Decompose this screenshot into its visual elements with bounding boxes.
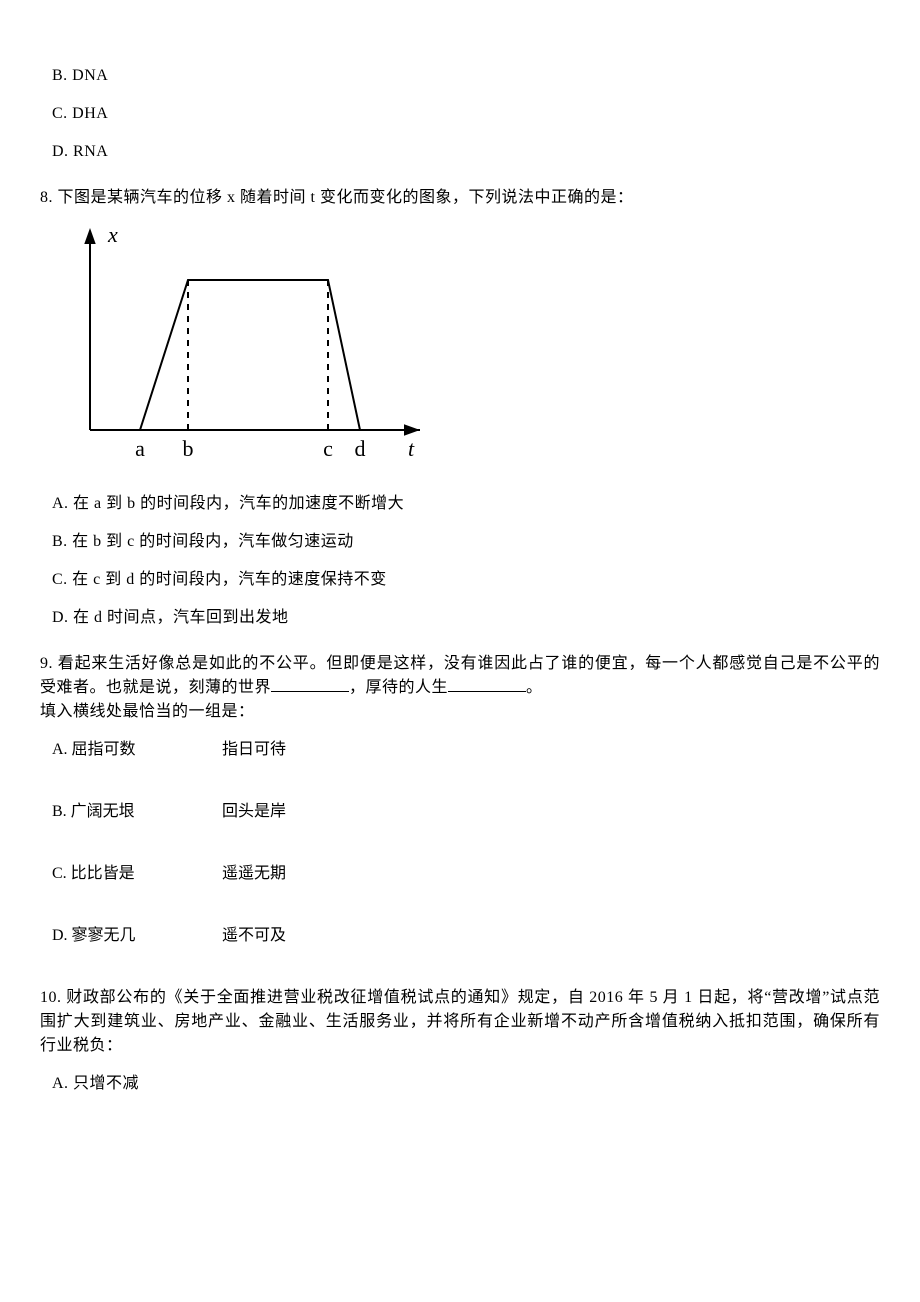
q9-option-c[interactable]: C. 比比皆是 遥遥无期 xyxy=(52,862,880,886)
option-col2: 回头是岸 xyxy=(222,800,286,824)
option-col1: B. 广阔无垠 xyxy=(52,800,222,824)
q7-option-d[interactable]: D. RNA xyxy=(52,140,880,164)
q9-stem-mid: ，厚待的人生 xyxy=(349,679,448,696)
q7-option-c[interactable]: C. DHA xyxy=(52,102,880,126)
blank-2 xyxy=(448,676,526,692)
option-label: C. DHA xyxy=(52,105,108,122)
q8-option-c[interactable]: C. 在 c 到 d 的时间段内，汽车的速度保持不变 xyxy=(52,568,880,592)
option-label: C. 在 c 到 d 的时间段内，汽车的速度保持不变 xyxy=(52,571,387,588)
option-label: B. DNA xyxy=(52,67,108,84)
blank-1 xyxy=(271,676,349,692)
svg-text:x: x xyxy=(107,222,118,247)
q8: 8. 下图是某辆汽车的位移 x 随着时间 t 变化而变化的图象，下列说法中正确的… xyxy=(40,186,880,210)
q8-stem: 8. 下图是某辆汽车的位移 x 随着时间 t 变化而变化的图象，下列说法中正确的… xyxy=(40,186,880,210)
q10-stem: 10. 财政部公布的《关于全面推进营业税改征增值税试点的通知》规定，自 2016… xyxy=(40,986,880,1058)
option-col2: 遥不可及 xyxy=(222,924,286,948)
option-col1: D. 寥寥无几 xyxy=(52,924,222,948)
q9-option-d[interactable]: D. 寥寥无几 遥不可及 xyxy=(52,924,880,948)
q8-option-a[interactable]: A. 在 a 到 b 的时间段内，汽车的加速度不断增大 xyxy=(52,492,880,516)
option-label: A. 只增不减 xyxy=(52,1075,139,1092)
q9-option-b[interactable]: B. 广阔无垠 回头是岸 xyxy=(52,800,880,824)
option-label: D. RNA xyxy=(52,143,108,160)
option-label: A. 在 a 到 b 的时间段内，汽车的加速度不断增大 xyxy=(52,495,404,512)
svg-text:c: c xyxy=(323,436,333,461)
q8-option-d[interactable]: D. 在 d 时间点，汽车回到出发地 xyxy=(52,606,880,630)
svg-text:b: b xyxy=(183,436,194,461)
displacement-time-graph: x t a b cd xyxy=(60,220,440,470)
q8-option-b[interactable]: B. 在 b 到 c 的时间段内，汽车做匀速运动 xyxy=(52,530,880,554)
svg-text:d: d xyxy=(355,436,366,461)
option-label: D. 在 d 时间点，汽车回到出发地 xyxy=(52,609,289,626)
svg-text:t: t xyxy=(408,436,415,461)
q9-stem-line2: 填入横线处最恰当的一组是： xyxy=(40,700,880,724)
option-col2: 遥遥无期 xyxy=(222,862,286,886)
q10-option-a[interactable]: A. 只增不减 xyxy=(52,1072,880,1096)
q10: 10. 财政部公布的《关于全面推进营业税改征增值税试点的通知》规定，自 2016… xyxy=(40,986,880,1058)
q9-stem-post: 。 xyxy=(526,679,543,696)
q7-option-b[interactable]: B. DNA xyxy=(52,64,880,88)
q9-option-a[interactable]: A. 屈指可数 指日可待 xyxy=(52,738,880,762)
q9-stem: 9. 看起来生活好像总是如此的不公平。但即便是这样，没有谁因此占了谁的便宜，每一… xyxy=(40,652,880,700)
q8-graph: x t a b cd xyxy=(60,220,880,478)
svg-text:a: a xyxy=(135,436,145,461)
option-col2: 指日可待 xyxy=(222,738,286,762)
option-label: B. 在 b 到 c 的时间段内，汽车做匀速运动 xyxy=(52,533,354,550)
q9: 9. 看起来生活好像总是如此的不公平。但即便是这样，没有谁因此占了谁的便宜，每一… xyxy=(40,652,880,724)
option-col1: C. 比比皆是 xyxy=(52,862,222,886)
option-col1: A. 屈指可数 xyxy=(52,738,222,762)
